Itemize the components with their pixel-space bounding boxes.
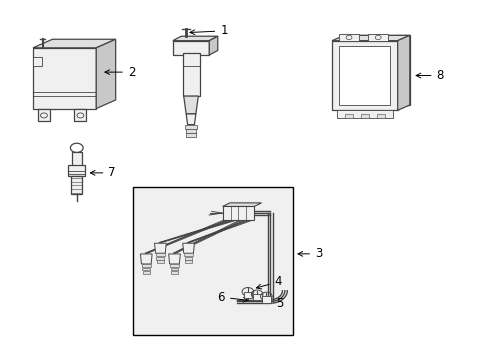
Polygon shape [154, 243, 166, 253]
Polygon shape [331, 35, 409, 41]
Polygon shape [209, 36, 217, 55]
Bar [182, 53, 199, 96]
Bar [345, 114, 352, 118]
Bar [184, 257, 192, 260]
Bar [142, 267, 150, 270]
Text: 7: 7 [90, 166, 116, 179]
Bar [185, 129, 196, 133]
Bar [170, 264, 179, 267]
Polygon shape [397, 35, 409, 111]
Bar [156, 253, 164, 256]
Bar [185, 260, 192, 263]
Bar [185, 125, 197, 129]
Polygon shape [183, 96, 198, 114]
Bar [262, 296, 270, 302]
Polygon shape [344, 35, 409, 105]
Bar [252, 294, 261, 300]
Bar [222, 206, 254, 220]
Bar [171, 271, 178, 274]
Bar [156, 257, 164, 260]
Text: 1: 1 [190, 24, 227, 37]
Polygon shape [38, 109, 50, 121]
Bar [132, 187, 292, 336]
Bar [142, 264, 150, 267]
Polygon shape [33, 39, 116, 48]
Polygon shape [183, 243, 194, 253]
Polygon shape [331, 41, 397, 111]
Bar [72, 152, 81, 166]
Bar [339, 46, 389, 105]
Text: 5: 5 [261, 297, 284, 310]
Polygon shape [96, 39, 116, 109]
Bar [68, 165, 85, 176]
Bar [184, 253, 193, 256]
Bar [71, 176, 82, 194]
Bar [142, 271, 149, 274]
Polygon shape [172, 41, 209, 55]
Polygon shape [186, 114, 196, 125]
Polygon shape [172, 36, 217, 41]
Bar [361, 114, 368, 118]
Polygon shape [168, 254, 180, 264]
Polygon shape [140, 254, 152, 264]
Text: 6: 6 [217, 291, 247, 304]
Bar [33, 57, 41, 66]
Text: 8: 8 [415, 69, 443, 82]
Bar [186, 133, 196, 138]
Text: 4: 4 [256, 275, 282, 289]
Bar [336, 111, 392, 118]
Bar [368, 34, 387, 41]
Polygon shape [33, 48, 96, 109]
Text: 3: 3 [297, 247, 322, 260]
Text: 2: 2 [105, 66, 135, 78]
Bar [243, 292, 252, 298]
Polygon shape [222, 203, 261, 206]
Bar [170, 267, 178, 270]
Bar [339, 34, 358, 41]
Polygon shape [74, 109, 86, 121]
Bar [376, 114, 384, 118]
Bar [157, 260, 163, 263]
